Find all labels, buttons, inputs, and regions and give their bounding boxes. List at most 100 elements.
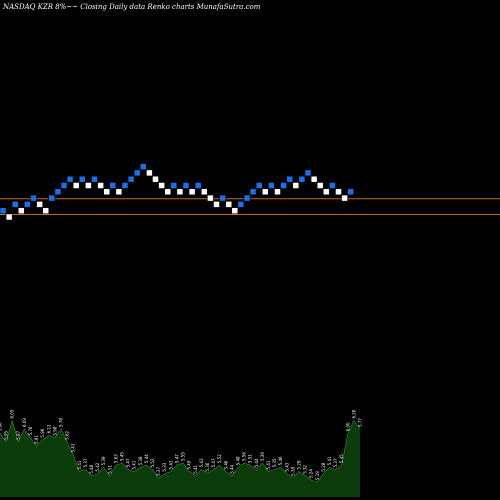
renko-brick-down [121,182,129,189]
renko-brick-up [42,207,49,214]
volume-value-label: 5.35 [272,458,277,467]
volume-value-label: 5.33 [162,462,167,471]
renko-brick-up [146,169,153,177]
renko-brick-up [72,182,80,189]
volume-value-label: 5.46 [278,456,283,465]
volume-value-label: 5.39 [260,452,265,461]
renko-brick-down [0,207,7,214]
renko-brick-down [347,188,354,196]
renko-brick-down [48,194,56,202]
volume-value-label: 6.26 [351,409,356,418]
renko-brick-up [103,188,110,196]
renko-bricks [0,163,354,221]
renko-brick-down [79,175,86,183]
renko-brick-up [36,201,43,208]
renko-brick-up [262,188,269,196]
volume-value-label: 5.41 [327,456,332,465]
renko-brick-up [341,194,348,202]
volume-value-label: 5.96 [0,422,3,431]
volume-value-label: 5.43 [199,458,204,467]
volume-value-label: 5.76 [28,426,33,435]
renko-brick-up [213,201,220,208]
volume-value-label: 6.05 [10,409,15,418]
chart-title: NASDAQ KZR 8%~~ Closing Daily data Renko… [2,3,261,11]
renko-brick-up [274,188,281,196]
renko-brick-up [152,175,159,183]
volume-value-label: 5.43 [168,460,173,469]
renko-brick-down [237,201,245,208]
volume-value-label: 5.77 [358,418,363,427]
renko-brick-down [30,194,37,202]
renko-brick-down [329,182,336,189]
volume-value-label: 5.43 [71,443,76,452]
volume-line [0,419,361,483]
volume-area [0,420,360,497]
volume-value-label: 5.41 [193,464,198,473]
renko-brick-down [268,182,275,189]
renko-brick-up [188,188,196,196]
volume-value-label: 5.43 [284,462,289,471]
volume-value-label: 5.98 [52,426,57,435]
volume-value-label: 5.91 [34,435,39,444]
renko-brick-down [219,194,226,202]
volume-value-label: 6.09 [22,418,27,427]
volume-value-label: 5.38 [290,467,295,476]
renko-brick-up [335,188,342,196]
renko-brick-up [310,175,318,183]
volume-value-label: 5.37 [333,458,338,467]
renko-brick-up [158,182,165,189]
volume-value-label: 5.29 [297,460,302,469]
volume-value-label: 5.41 [77,460,82,469]
renko-brick-down [11,201,19,208]
renko-brick-up [97,182,104,189]
volume-value-label: 6.12 [46,424,51,433]
volume-value-label: 5.95 [4,430,9,439]
renko-brick-down [286,175,293,183]
renko-brick-down [66,175,74,183]
volume-value-label: 5.63 [113,454,118,463]
renko-brick-up [207,194,214,202]
volume-value-label: 5.45 [339,454,344,463]
volume-value-label: 5.38 [138,456,143,465]
renko-brick-up [115,188,123,196]
renko-brick-down [298,175,306,183]
renko-brick-down [255,182,263,189]
renko-brick-up [164,188,171,196]
volume-value-label: 5.51 [107,464,112,473]
renko-brick-down [54,188,62,196]
renko-brick-down [249,188,257,196]
volume-value-label: 5.19 [315,471,320,480]
renko-brick-down [182,182,190,189]
volume-value-label: 5.62 [65,430,70,439]
renko-brick-down [304,169,312,177]
volume-value-label: 5.47 [211,458,216,467]
volume-value-label: 5.87 [16,430,21,439]
renko-brick-down [133,169,141,177]
renko-brick-up [225,201,232,208]
volume-value-label: 5.36 [205,462,210,471]
volume-value-label: 5.49 [187,460,192,469]
volume-value-label: 5.42 [95,462,100,471]
renko-brick-up [18,207,25,214]
volume-value-label: 5.41 [132,460,137,469]
volume-value-label: 5.32 [303,464,308,473]
volume-value-label: 5.47 [174,454,179,463]
volume-value-label: 5.28 [321,462,326,471]
volume-value-label: 5.44 [144,454,149,463]
renko-brick-up [176,188,184,196]
volume-value-label: 5.55 [181,452,186,461]
volume-value-label: 5.96 [40,428,45,437]
volume-value-label: 5.47 [126,458,131,467]
volume-value-label: 5.37 [83,458,88,467]
renko-brick-down [140,163,147,170]
volume-value-label: 5.48 [89,464,94,473]
volume-value-label: 5.56 [242,452,247,461]
renko-brick-down [109,182,117,189]
volume-value-label: 5.44 [254,458,259,467]
volume-value-label: 5.45 [120,452,125,461]
volume-value-label: 5.46 [223,460,228,469]
renko-brick-down [243,194,251,202]
renko-brick-down [91,175,98,183]
